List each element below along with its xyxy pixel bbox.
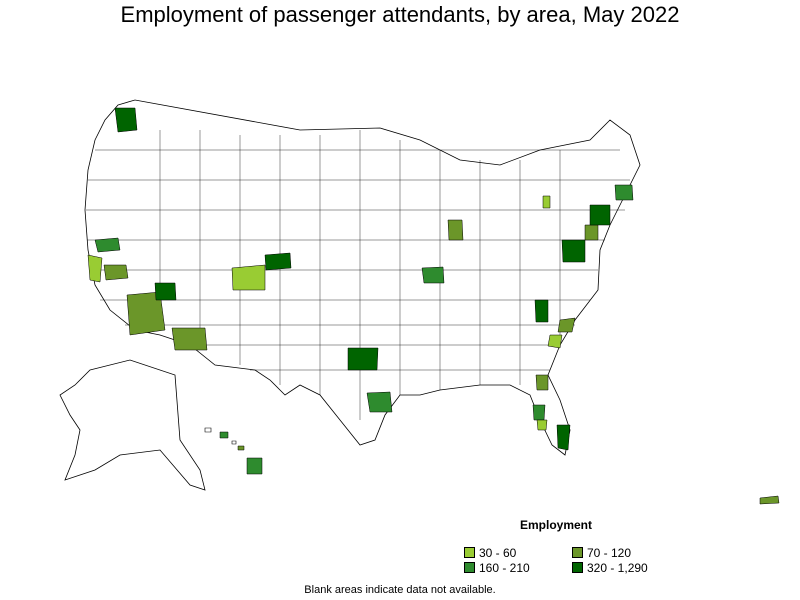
- map-title: Employment of passenger attendants, by a…: [120, 2, 680, 27]
- area-dallas: [347, 347, 379, 371]
- area-seattle: [114, 107, 138, 133]
- legend-item-160-210: 160 - 210: [464, 561, 530, 575]
- area-boston: [614, 184, 634, 201]
- area-houston: [366, 391, 393, 413]
- area-phoenix: [171, 327, 208, 351]
- area-chicago: [447, 219, 464, 241]
- area-hawaii-oahu: [219, 431, 229, 439]
- area-hawaii-big-island: [246, 457, 263, 475]
- legend-swatch: [572, 547, 583, 558]
- area-philadelphia: [584, 224, 599, 241]
- area-charlotte: [557, 317, 576, 333]
- legend-swatch: [572, 562, 583, 573]
- legend-swatch: [464, 547, 475, 558]
- legend-swatch: [464, 562, 475, 573]
- area-jacksonville: [535, 374, 549, 391]
- area-atlanta: [534, 299, 549, 323]
- area-los-angeles: [126, 291, 166, 336]
- area-orlando: [532, 404, 546, 421]
- area-san-francisco: [87, 254, 103, 283]
- footnote: Blank areas indicate data not available.: [304, 584, 496, 596]
- area-charleston: [547, 334, 563, 349]
- area-fresno: [103, 264, 129, 281]
- area-kansas-city: [421, 266, 445, 284]
- area-las-vegas: [154, 282, 177, 301]
- area-sacramento: [94, 237, 121, 253]
- hawaii-small-islands: [204, 427, 237, 445]
- area-new-york: [589, 204, 611, 226]
- area-miami: [556, 424, 571, 451]
- legend-item-30-60: 30 - 60: [464, 546, 516, 560]
- area-pittsburgh: [542, 195, 551, 209]
- area-salt-lake: [231, 264, 266, 291]
- legend-item-70-120: 70 - 120: [572, 546, 631, 560]
- area-dc: [561, 239, 586, 263]
- area-denver: [264, 252, 292, 271]
- legend-title: Employment: [520, 518, 593, 532]
- us-choropleth-map: [59, 99, 780, 505]
- area-hawaii-maui: [237, 445, 245, 451]
- area-tampa: [536, 419, 548, 431]
- alaska-outline: [59, 359, 206, 491]
- area-puerto-rico: [759, 495, 780, 505]
- legend-item-320-1290: 320 - 1,290: [572, 561, 648, 575]
